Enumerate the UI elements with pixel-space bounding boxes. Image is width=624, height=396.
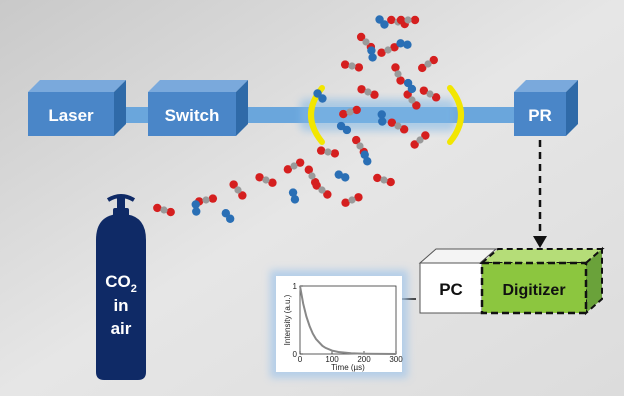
mirror-right <box>447 85 464 145</box>
signal-arrowhead <box>533 236 547 248</box>
n2-molecule <box>396 39 412 49</box>
detector-label: PR <box>528 106 552 125</box>
co2-molecule <box>387 118 409 134</box>
co2-molecule <box>357 85 379 99</box>
co2-molecule <box>341 193 363 207</box>
n2-molecule <box>221 209 235 223</box>
detector-box: PR <box>514 80 578 136</box>
co2-molecule <box>418 55 438 73</box>
y-tick-label: 0 <box>293 350 298 359</box>
n2-molecule <box>334 170 350 182</box>
x-tick-label: 300 <box>389 355 403 364</box>
y-tick-label: 1 <box>293 282 298 291</box>
cylinder-in-label: in <box>113 296 128 315</box>
n2-molecule <box>375 15 389 29</box>
co2-molecule <box>396 15 420 25</box>
n2-molecule <box>336 121 352 135</box>
co2-molecule <box>316 146 340 158</box>
co2-molecule <box>283 158 305 174</box>
co2-molecule <box>339 105 361 119</box>
co2-molecule <box>229 180 247 200</box>
co2-molecule <box>410 131 430 149</box>
co2-molecule <box>373 173 395 187</box>
x-tick-label: 100 <box>325 355 339 364</box>
co2-molecule <box>153 203 175 217</box>
switch-label: Switch <box>165 106 220 125</box>
co2-cylinder: CO2 in air <box>96 194 146 380</box>
co2-molecule <box>419 86 441 102</box>
decay-curve-series <box>299 285 397 355</box>
n2-molecule <box>377 110 387 126</box>
laser-box: Laser <box>28 80 126 136</box>
digitizer-box: Digitizer <box>479 246 605 316</box>
plot-frame <box>299 285 397 355</box>
gas-molecules <box>153 15 441 223</box>
n2-molecule <box>403 78 417 94</box>
y-axis-label: Intensity (a.u.) <box>283 294 292 345</box>
x-axis-label: Time (µs) <box>331 363 365 372</box>
n2-molecule <box>288 188 300 204</box>
plot-panel <box>276 276 402 372</box>
x-tick-label: 200 <box>357 355 371 364</box>
svg-text:CO2: CO2 <box>105 272 137 295</box>
valve-handle-icon <box>106 194 136 202</box>
co2-molecule <box>304 165 320 187</box>
digitizer-label: Digitizer <box>502 282 565 299</box>
cylinder-subscript-label: 2 <box>131 283 137 295</box>
co2-molecule <box>194 194 218 206</box>
n2-molecule <box>313 89 327 103</box>
cylinder-co-label: CO <box>105 272 131 291</box>
co2-molecule <box>391 63 405 85</box>
pc-box: PC <box>418 248 498 314</box>
n2-molecule <box>191 200 201 216</box>
pc-label: PC <box>439 280 463 299</box>
laser-label: Laser <box>48 106 94 125</box>
cylinder-air-label: air <box>111 319 132 338</box>
ringdown-chart: Time (µs) Intensity (a.u.) 0 100 200 300 0 1 <box>283 282 403 372</box>
n2-molecule <box>367 46 377 62</box>
n2-molecule <box>360 150 372 166</box>
co2-molecule <box>340 60 364 72</box>
switch-box: Switch <box>148 80 248 136</box>
co2-molecule <box>377 43 399 57</box>
x-tick-label: 0 <box>298 355 303 364</box>
co2-molecule <box>255 173 277 187</box>
